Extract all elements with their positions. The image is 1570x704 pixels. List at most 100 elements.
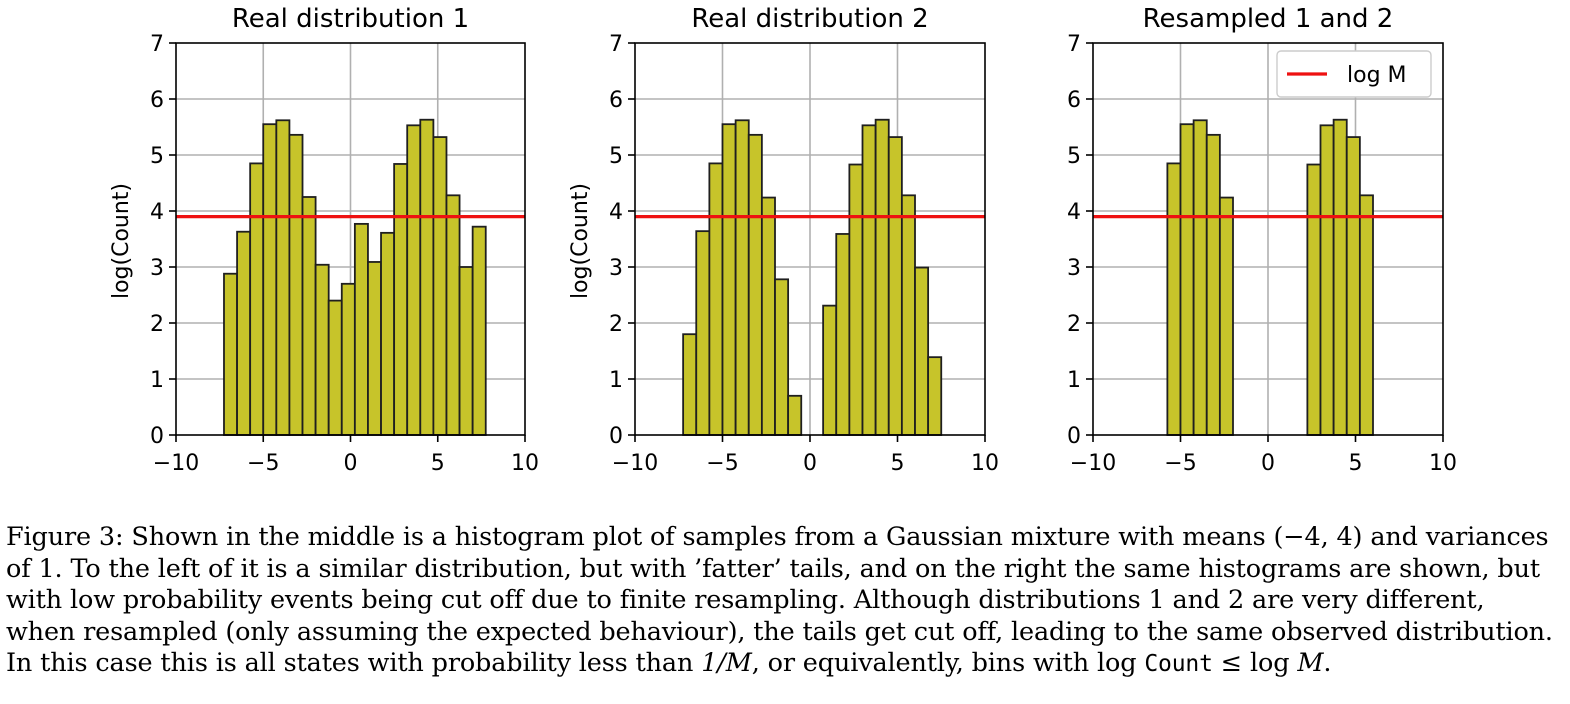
x-tick-label: −10 [612, 451, 658, 476]
caption-code-count: Count [1144, 651, 1213, 677]
y-tick-label: 3 [1067, 256, 1081, 281]
legend-label: log M [1347, 63, 1407, 88]
histogram-bar [1179, 123, 1195, 436]
y-tick-label: 0 [150, 424, 164, 449]
x-tick-label: 0 [803, 451, 817, 476]
histogram-bar [874, 118, 890, 436]
histogram-bar [432, 136, 448, 436]
histogram-bar [419, 118, 435, 436]
caption-math-m: M [1297, 648, 1324, 678]
x-tick-label: −5 [247, 451, 279, 476]
y-tick-label: 4 [150, 200, 164, 225]
y-tick-label: 4 [1067, 200, 1081, 225]
histogram-bar [249, 162, 265, 436]
histogram-bar [380, 231, 396, 436]
histogram-bar [1319, 124, 1335, 436]
histogram-bar [1192, 119, 1208, 436]
caption-line-4: when resampled (only assuming the expect… [6, 616, 1553, 647]
histogram-bar [327, 299, 343, 436]
x-tick-label: −5 [1164, 451, 1196, 476]
x-tick-label: −10 [1070, 451, 1116, 476]
caption-text: In this case this is all states with pro… [6, 648, 702, 678]
histogram-bar [682, 333, 698, 436]
histogram-bar [1345, 136, 1361, 436]
histogram-bar [708, 162, 724, 436]
caption-text: and variances [1362, 522, 1549, 552]
histogram-bar [1218, 196, 1234, 436]
y-tick-label: 2 [609, 312, 623, 337]
caption-math-log: log [1096, 648, 1137, 678]
histogram-bar [774, 278, 790, 436]
y-tick-label: 6 [1067, 88, 1081, 113]
histogram-bar [1332, 118, 1348, 436]
histogram-bar [353, 222, 369, 436]
y-axis-label: log(Count) [568, 183, 593, 299]
chart-title: Resampled 1 and 2 [1143, 4, 1394, 34]
y-tick-label: 5 [150, 144, 164, 169]
histogram-bar [695, 230, 711, 436]
caption-text: Figure 3: Shown in the middle is a histo… [6, 522, 1274, 552]
histogram-bar [367, 261, 382, 436]
y-tick-label: 6 [609, 88, 623, 113]
histogram-bar [314, 263, 330, 436]
y-tick-label: 1 [150, 368, 164, 393]
histogram-bar [406, 124, 422, 436]
caption-math-means: (−4, 4) [1273, 522, 1363, 552]
legend: log M [1276, 50, 1432, 98]
caption-math-leq: ≤ [1212, 648, 1250, 678]
caption-text: , or equivalently, bins with [751, 648, 1097, 678]
histogram-bar [236, 230, 252, 436]
histogram-bar [822, 304, 838, 436]
x-tick-label: 5 [431, 451, 445, 476]
histogram-bar [760, 196, 776, 436]
histogram-bar [835, 233, 851, 436]
histogram-bar [223, 272, 238, 436]
y-axis-label: log(Count) [109, 183, 134, 299]
caption-line-5: In this case this is all states with pro… [6, 648, 1566, 681]
y-tick-label: 7 [609, 32, 623, 57]
y-tick-label: 1 [609, 368, 623, 393]
y-tick-label: 7 [1067, 32, 1081, 57]
histogram-bar [393, 163, 409, 436]
histogram-bar [900, 194, 916, 436]
caption-math-1-over-m: 1/M [701, 648, 752, 678]
histogram-panel-2: −10 −5 0 5 10 0 1 2 3 4 5 6 7 Real distribution 2 log(… [568, 4, 999, 476]
chart-title: Real distribution 2 [691, 4, 928, 34]
histogram-bar [471, 225, 487, 436]
y-tick-label: 0 [1067, 424, 1081, 449]
caption-text: of [6, 553, 39, 584]
x-tick-label: 5 [891, 451, 905, 476]
histogram-bar [787, 394, 803, 436]
histogram-bar [1166, 162, 1182, 436]
x-tick-label: 10 [511, 451, 539, 476]
y-tick-label: 7 [150, 32, 164, 57]
y-tick-label: 2 [1067, 312, 1081, 337]
histogram-panel-1: −10 −5 0 5 10 0 1 2 3 4 5 6 7 Real distribution 1 log(… [109, 4, 539, 476]
y-tick-label: 0 [609, 424, 623, 449]
x-tick-label: 0 [1261, 451, 1275, 476]
caption-line-2: of 1. To the left of it is a similar dis… [6, 554, 1566, 586]
histogram-bar [275, 119, 291, 436]
histogram-bar [1205, 133, 1221, 436]
y-tick-label: 3 [609, 256, 623, 281]
histogram-bar [914, 266, 930, 436]
legend-box [1276, 50, 1432, 98]
histogram-bar [861, 124, 877, 436]
chart-title: Real distribution 1 [232, 4, 469, 34]
caption-line-1: Figure 3: Shown in the middle is a histo… [6, 522, 1566, 554]
x-tick-label: 5 [1349, 451, 1363, 476]
x-tick-label: 10 [971, 451, 999, 476]
caption-math-log: log [1249, 648, 1290, 678]
x-tick-label: 0 [344, 451, 358, 476]
histogram-bar [848, 163, 864, 436]
figure-caption: Figure 3: Shown in the middle is a histo… [6, 522, 1566, 681]
histogram-bar [734, 119, 750, 436]
histogram-bar [262, 123, 278, 436]
caption-text: . [1323, 648, 1332, 678]
x-tick-label: −10 [153, 451, 199, 476]
histogram-bar [288, 133, 304, 436]
caption-text: . To the left of it is a similar distrib… [54, 553, 1541, 584]
caption-math-variance: 1 [38, 553, 55, 584]
y-tick-label: 2 [150, 312, 164, 337]
